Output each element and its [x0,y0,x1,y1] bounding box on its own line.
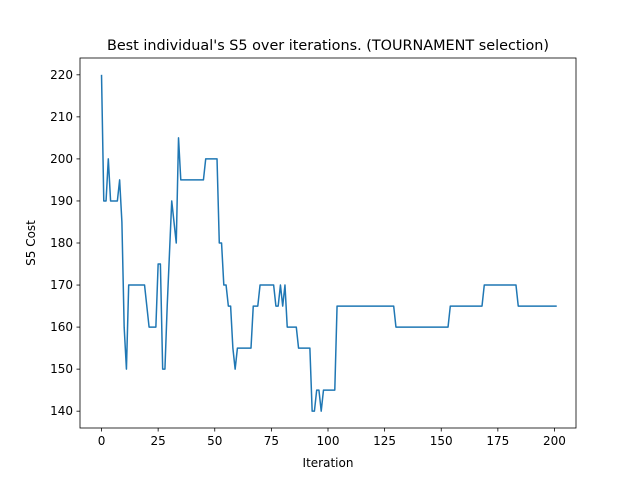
x-tick-label: 175 [486,434,509,448]
x-tick-label: 150 [430,434,453,448]
x-axis-label: Iteration [303,456,354,470]
x-tick-label: 125 [373,434,396,448]
plot-frame [79,57,577,429]
y-axis: 140 150 160 170 180 190 200 210 220 [50,68,80,418]
y-tick-label: 150 [50,362,73,376]
series-line [100,74,557,412]
y-tick-label: 200 [50,152,73,166]
y-tick-label: 190 [50,194,73,208]
y-tick-label: 220 [50,68,73,82]
x-axis: 0 25 50 75 100 125 150 175 200 [98,428,566,448]
y-axis-label: S5 Cost [24,220,38,266]
x-tick-label: 75 [264,434,279,448]
y-tick-label: 180 [50,236,73,250]
chart-title: Best individual's S5 over iterations. (T… [107,38,549,54]
x-tick-label: 100 [317,434,340,448]
x-tick-label: 50 [207,434,222,448]
plot-area [80,58,576,428]
y-tick-label: 140 [50,404,73,418]
y-tick-label: 210 [50,110,73,124]
x-tick-label: 25 [150,434,165,448]
y-tick-label: 160 [50,320,73,334]
x-tick-label: 0 [98,434,106,448]
y-tick-label: 170 [50,278,73,292]
x-tick-label: 200 [543,434,566,448]
